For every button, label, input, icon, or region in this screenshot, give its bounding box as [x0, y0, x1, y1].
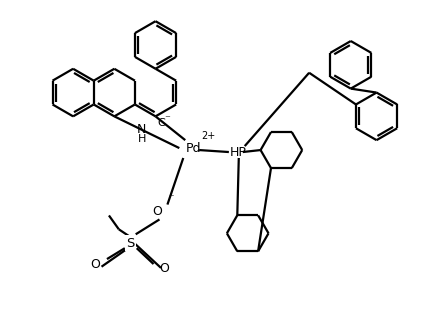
Text: ⁻: ⁻: [164, 115, 170, 124]
Text: ⁻: ⁻: [168, 193, 174, 203]
Text: H: H: [137, 134, 146, 144]
Text: C: C: [158, 118, 165, 128]
Text: O: O: [160, 262, 169, 275]
Text: N: N: [137, 123, 146, 136]
Text: 2+: 2+: [201, 131, 215, 141]
Text: O: O: [90, 257, 100, 271]
Text: O: O: [153, 205, 163, 218]
Text: S: S: [127, 237, 135, 250]
Text: HP: HP: [230, 145, 247, 158]
Text: Pd: Pd: [186, 142, 202, 154]
